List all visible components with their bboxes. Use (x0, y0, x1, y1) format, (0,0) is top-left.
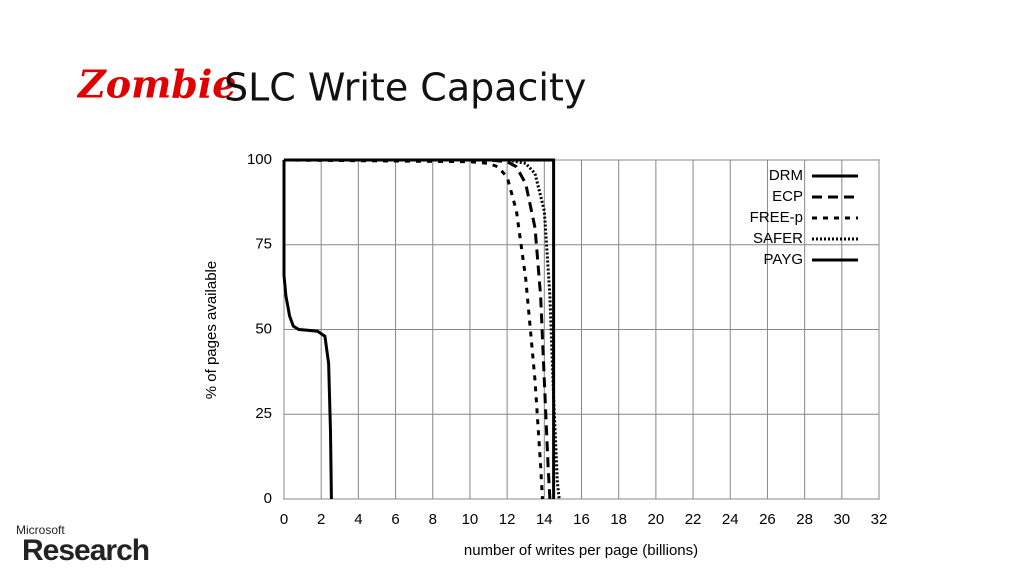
legend-label: PAYG (764, 251, 803, 268)
series-line (284, 158, 556, 499)
x-tick-label: 6 (391, 511, 399, 528)
x-tick-label: 24 (722, 511, 739, 528)
x-tick-label: 10 (462, 511, 479, 528)
legend-label: ECP (772, 188, 803, 205)
logo-top: Microsoft (16, 523, 65, 537)
series-line (283, 158, 544, 500)
legend-label: DRM (769, 167, 803, 184)
x-tick-label: 26 (759, 511, 776, 528)
x-tick-label: 18 (610, 511, 627, 528)
legend-label: FREE-p (750, 209, 803, 226)
x-tick-label: 0 (280, 511, 288, 528)
x-tick-label: 30 (833, 511, 850, 528)
slide-title: SLC Write Capacity (224, 66, 586, 110)
x-tick-label: 28 (796, 511, 813, 528)
x-tick-label: 20 (648, 511, 665, 528)
x-tick-label: 22 (685, 511, 702, 528)
y-tick-label: 100 (247, 151, 272, 168)
y-tick-label: 50 (255, 320, 272, 337)
x-tick-label: 8 (429, 511, 437, 528)
title-accent: Zombie (76, 62, 236, 107)
y-axis-label: % of pages available (203, 261, 220, 399)
x-axis-label: number of writes per page (billions) (464, 542, 698, 559)
y-tick-label: 25 (255, 405, 272, 422)
logo-bottom: Research (22, 534, 149, 567)
y-tick-label: 0 (264, 490, 272, 507)
x-tick-label: 32 (871, 511, 888, 528)
x-tick-label: 16 (573, 511, 590, 528)
legend-label: SAFER (753, 230, 803, 247)
x-tick-label: 2 (317, 511, 325, 528)
x-tick-label: 14 (536, 511, 553, 528)
series-line (282, 160, 333, 500)
x-tick-label: 12 (499, 511, 516, 528)
y-tick-label: 75 (255, 236, 272, 253)
x-tick-label: 4 (354, 511, 362, 528)
